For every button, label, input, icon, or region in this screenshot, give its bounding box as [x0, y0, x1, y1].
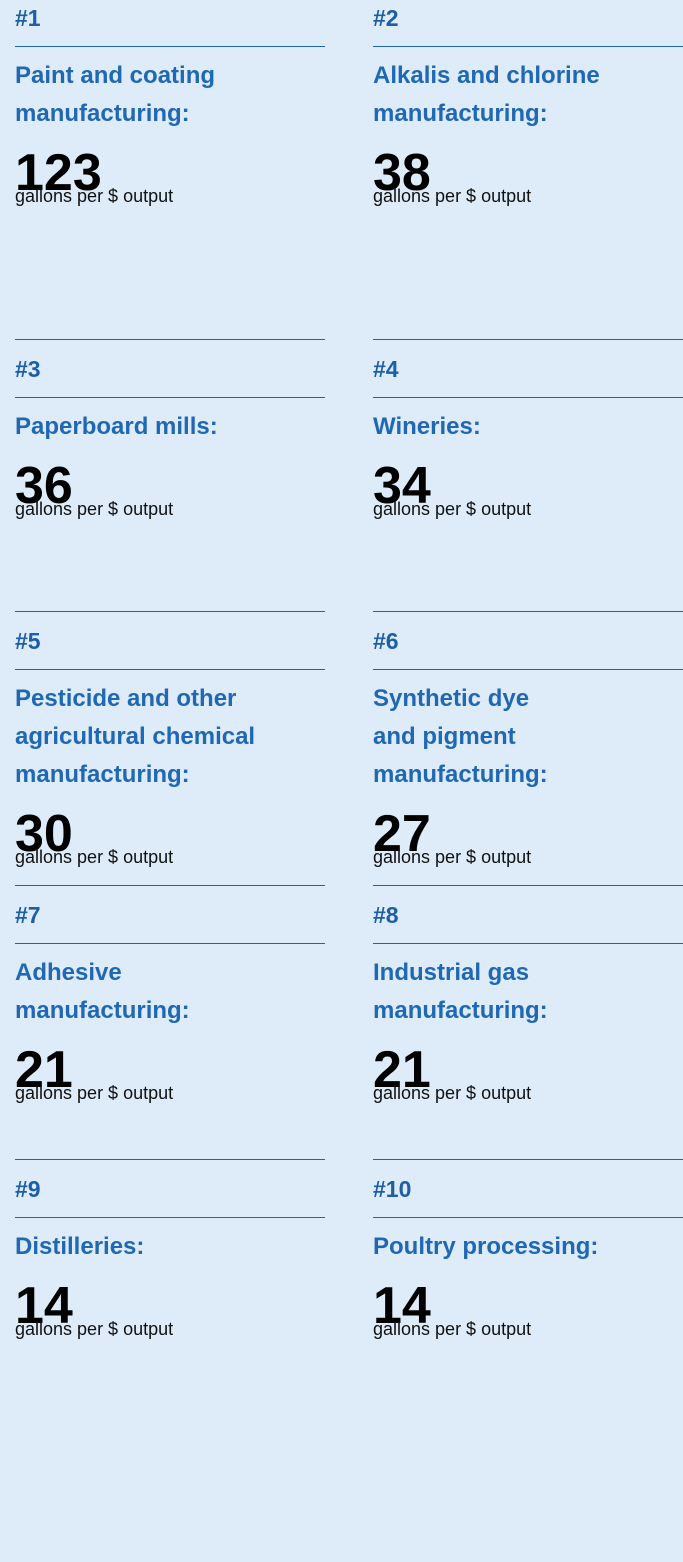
- industry-name-line: Synthetic dye: [373, 685, 530, 712]
- value: 21: [15, 1041, 73, 1099]
- industry-name-line: Pesticide and other: [15, 685, 237, 712]
- industry-name-line: manufacturing:: [15, 997, 190, 1024]
- industry-name-line: agricultural chemical: [15, 723, 256, 750]
- industry-name: Poultry processing:: [373, 1228, 683, 1266]
- industry-name-line: Alkalis and chlorine: [373, 62, 600, 89]
- unit: gallons per $ output: [15, 847, 174, 867]
- ranking-card: #3 Paperboard mills: 36 gallons per $ outpu…: [15, 339, 325, 520]
- ranking-card: #9 Distilleries: 14 gallons per $ output: [15, 1159, 325, 1340]
- value: 14: [15, 1277, 73, 1335]
- ranking-card: #6 Synthetic dye and pigment manufacturing:…: [373, 611, 683, 868]
- unit: gallons per $ output: [15, 1083, 174, 1103]
- industry-name-line: manufacturing:: [373, 761, 548, 788]
- industry-name: Paint and coating manufacturing:: [15, 57, 325, 133]
- industry-name-line: Paperboard mills:: [15, 413, 218, 440]
- rank: #3: [15, 340, 325, 398]
- ranking-card: #7 Adhesive manufacturing: 21 gallons per $ …: [15, 885, 325, 1104]
- industry-name: Industrial gas manufacturing:: [373, 954, 683, 1030]
- rank: #7: [15, 886, 325, 944]
- ranking-card: #1 Paint and coating manufacturing: 123 gall…: [15, 0, 325, 207]
- unit: gallons per $ output: [373, 847, 532, 867]
- unit: gallons per $ output: [15, 186, 174, 206]
- rank: #2: [373, 0, 683, 47]
- rank: #5: [15, 612, 325, 670]
- industry-name-line: Paint and coating: [15, 62, 216, 89]
- industry-name-line: manufacturing:: [373, 100, 548, 127]
- industry-name: Wineries:: [373, 408, 683, 446]
- industry-name-line: Adhesive: [15, 959, 122, 986]
- industry-name: Synthetic dye and pigment manufacturing:: [373, 680, 683, 794]
- rank: #6: [373, 612, 683, 670]
- industry-name-line: manufacturing:: [15, 100, 190, 127]
- value: 14: [373, 1277, 431, 1335]
- industry-name-line: manufacturing:: [15, 761, 190, 788]
- rank: #1: [15, 0, 325, 47]
- unit: gallons per $ output: [373, 1319, 532, 1339]
- industry-name: Distilleries:: [15, 1228, 325, 1266]
- industry-name-line: Industrial gas: [373, 959, 530, 986]
- industry-name-line: Poultry processing:: [373, 1233, 599, 1260]
- rank: #9: [15, 1160, 325, 1218]
- industry-name: Adhesive manufacturing:: [15, 954, 325, 1030]
- unit: gallons per $ output: [15, 499, 174, 519]
- unit: gallons per $ output: [373, 1083, 532, 1103]
- ranking-card: #5 Pesticide and other agricultural chemic…: [15, 611, 325, 868]
- value: 36: [15, 457, 73, 515]
- unit: gallons per $ output: [15, 1319, 174, 1339]
- industry-name: Alkalis and chlorine manufacturing:: [373, 57, 683, 133]
- industry-name-line: and pigment: [373, 723, 516, 750]
- value: 123: [15, 144, 102, 202]
- ranking-card: #10 Poultry processing: 14 gallons per $ ou…: [373, 1159, 683, 1340]
- ranking-card: #4 Wineries: 34 gallons per $ output: [373, 339, 683, 520]
- industry-name: Pesticide and other agricultural chemical…: [15, 680, 325, 794]
- ranking-card: #2 Alkalis and chlorine manufacturing: 38 ga…: [373, 0, 683, 207]
- rank: #10: [373, 1160, 683, 1218]
- ranking-card: #8 Industrial gas manufacturing: 21 gallons …: [373, 885, 683, 1104]
- unit: gallons per $ output: [373, 499, 532, 519]
- value: 34: [373, 457, 431, 515]
- industry-name-line: Distilleries:: [15, 1233, 145, 1260]
- value: 21: [373, 1041, 431, 1099]
- value: 30: [15, 805, 73, 863]
- industry-name: Paperboard mills:: [15, 408, 325, 446]
- industry-name-line: Wineries:: [373, 413, 481, 440]
- unit: gallons per $ output: [373, 186, 532, 206]
- rank: #8: [373, 886, 683, 944]
- industry-name-line: manufacturing:: [373, 997, 548, 1024]
- value: 27: [373, 805, 431, 863]
- value: 38: [373, 144, 431, 202]
- rank: #4: [373, 340, 683, 398]
